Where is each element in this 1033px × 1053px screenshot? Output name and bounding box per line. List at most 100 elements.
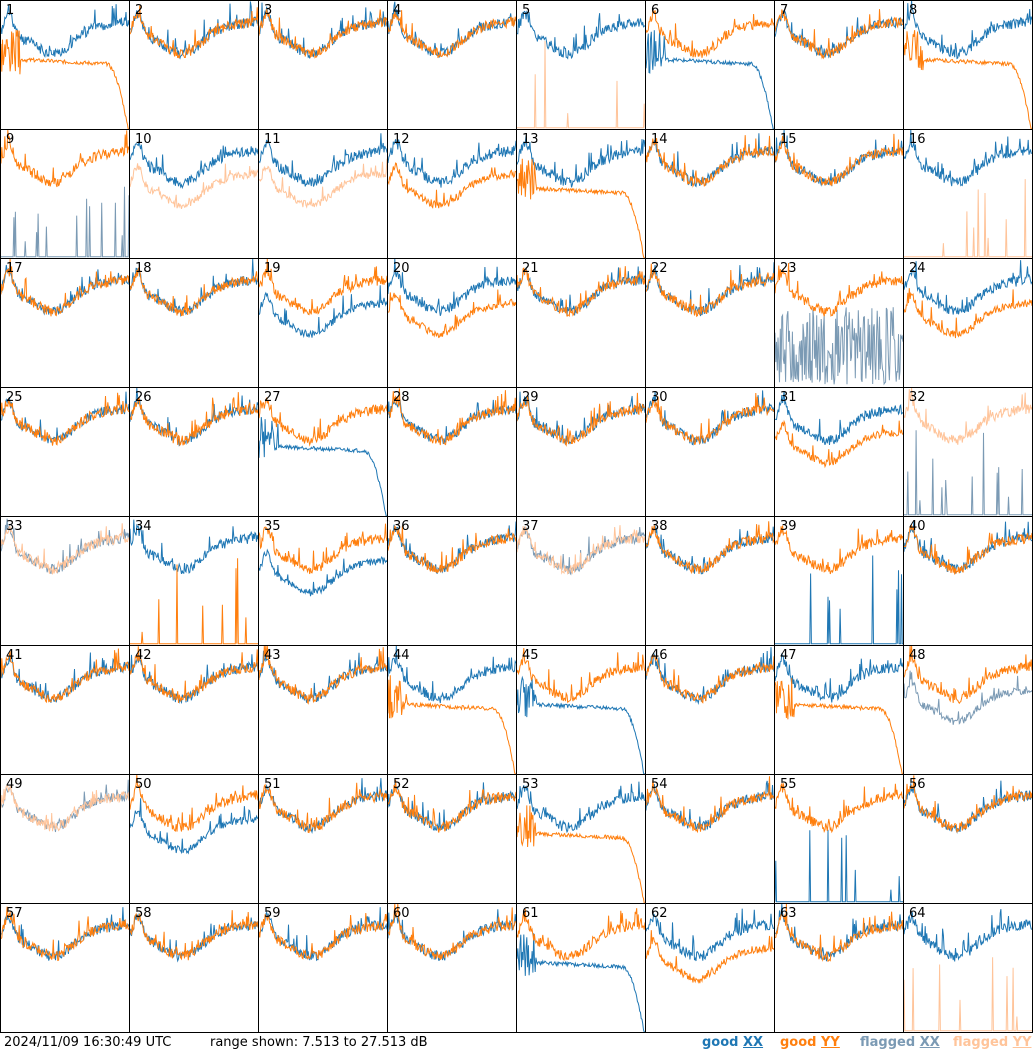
panel-52: 52 xyxy=(387,774,517,904)
panel-number: 5 xyxy=(522,3,531,18)
panel-55-plot xyxy=(775,782,903,903)
panel-28-plot xyxy=(388,388,516,446)
panel-number: 49 xyxy=(6,777,23,792)
series-yy-line xyxy=(904,646,1032,705)
panel-24: 24 xyxy=(903,258,1033,388)
panel-60: 60 xyxy=(387,903,517,1033)
panel-number: 12 xyxy=(393,132,410,147)
series-xx-line xyxy=(646,780,774,831)
series-yy-line xyxy=(130,163,258,210)
panel-49: 49 xyxy=(0,774,130,904)
panel-number: 18 xyxy=(135,261,152,276)
panel-57-plot xyxy=(1,906,129,962)
panel-number: 55 xyxy=(780,777,797,792)
series-yy-line xyxy=(388,388,516,446)
panel-35-plot xyxy=(259,523,387,597)
series-yy-line xyxy=(1,29,129,129)
panel-29: 29 xyxy=(516,387,646,517)
series-xx-line xyxy=(259,285,387,339)
panel-26-plot xyxy=(130,388,258,447)
series-xx-line xyxy=(904,1,1032,60)
series-yy-line xyxy=(775,678,903,774)
range-label: range shown: 7.513 to 27.513 dB xyxy=(210,1035,428,1050)
panel-1-plot xyxy=(1,4,129,129)
series-xx-line xyxy=(388,1,516,58)
panel-number: 36 xyxy=(393,519,410,534)
series-yy-line xyxy=(259,912,387,961)
panel-36-plot xyxy=(388,521,516,575)
series-xx-line xyxy=(1,4,129,58)
panel-number: 32 xyxy=(909,390,926,405)
panel-29-plot xyxy=(517,391,645,447)
series-yy-line xyxy=(259,158,387,209)
panel-3: 3 xyxy=(258,0,388,130)
panel-61-plot xyxy=(517,908,645,1032)
series-xx-line xyxy=(904,780,1032,834)
series-yy-line xyxy=(1,906,129,962)
series-xx-line xyxy=(775,390,903,446)
panel-number: 30 xyxy=(651,390,668,405)
panel-19-plot xyxy=(259,259,387,339)
panel-14: 14 xyxy=(645,129,775,259)
panel-35: 35 xyxy=(258,516,388,646)
panel-number: 26 xyxy=(135,390,152,405)
series-yy-line xyxy=(1,392,129,446)
panel-number: 9 xyxy=(6,132,15,147)
panel-34: 34 xyxy=(129,516,259,646)
panel-number: 61 xyxy=(522,906,539,921)
panel-55: 55 xyxy=(774,774,904,904)
panel-15-plot xyxy=(775,130,903,187)
panel-number: 34 xyxy=(135,519,152,534)
series-yy-line xyxy=(646,521,774,575)
panel-38-plot xyxy=(646,521,774,575)
panel-59-plot xyxy=(259,907,387,962)
panel-64-plot xyxy=(904,909,1032,1032)
series-yy-line xyxy=(517,40,645,129)
panel-28: 28 xyxy=(387,387,517,517)
series-xx-line xyxy=(388,259,516,316)
series-yy-line xyxy=(517,908,645,961)
series-xx-line xyxy=(904,130,1032,187)
panel-16: 16 xyxy=(903,129,1033,259)
panel-number: 25 xyxy=(6,390,23,405)
panel-number: 33 xyxy=(6,519,23,534)
series-xx-line xyxy=(130,519,258,575)
panel-63: 63 xyxy=(774,903,904,1033)
panel-40-plot xyxy=(904,520,1032,575)
panel-39-plot xyxy=(775,525,903,645)
panel-56: 56 xyxy=(903,774,1033,904)
series-xx-line xyxy=(517,675,645,774)
panel-63-plot xyxy=(775,904,903,962)
panel-46-plot xyxy=(646,647,774,705)
series-yy-line xyxy=(259,259,387,316)
series-yy-line xyxy=(259,8,387,59)
panel-number: 22 xyxy=(651,261,668,276)
series-yy-line xyxy=(130,558,258,645)
series-yy-line xyxy=(130,267,258,317)
panel-10: 10 xyxy=(129,129,259,259)
panel-5: 5 xyxy=(516,0,646,130)
panel-50-plot xyxy=(130,775,258,855)
series-yy-line xyxy=(646,776,774,834)
panel-number: 56 xyxy=(909,777,926,792)
series-yy-line xyxy=(904,30,1032,129)
series-xx-line xyxy=(388,399,516,445)
series-yy-line xyxy=(517,158,645,258)
panel-number: 46 xyxy=(651,648,668,663)
series-yy-line xyxy=(517,805,645,903)
panel-6-plot xyxy=(646,8,774,129)
series-xx-line xyxy=(904,520,1032,574)
series-xx-line xyxy=(1,186,129,258)
panel-21-plot xyxy=(517,266,645,318)
series-yy-line xyxy=(775,262,903,317)
series-yy-line xyxy=(388,675,516,774)
legend-good-yy: good YY xyxy=(780,1035,840,1050)
panel-64: 64 xyxy=(903,903,1033,1033)
panel-58-plot xyxy=(130,910,258,963)
series-xx-line xyxy=(130,798,258,855)
series-yy-line xyxy=(904,775,1032,833)
panel-17-plot xyxy=(1,259,129,317)
series-xx-line xyxy=(517,781,645,834)
panel-24-plot xyxy=(904,260,1032,339)
panel-number: 24 xyxy=(909,261,926,276)
